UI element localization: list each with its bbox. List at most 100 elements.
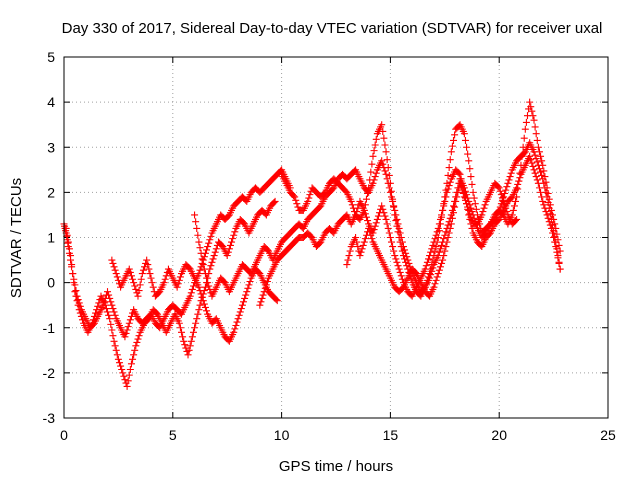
data-point [102, 305, 110, 313]
data-point [127, 360, 135, 368]
data-point [386, 179, 394, 187]
y-tick-label: -1 [43, 320, 56, 336]
data-point [175, 276, 183, 284]
data-point [393, 222, 401, 230]
data-point [203, 307, 211, 315]
data-point [461, 136, 469, 144]
data-point [196, 301, 204, 309]
data-point [438, 241, 446, 249]
data-point [106, 294, 114, 302]
data-point [549, 211, 557, 219]
data-point [440, 252, 448, 260]
data-point [533, 176, 541, 184]
data-point [537, 152, 545, 160]
data-point [450, 202, 458, 210]
data-point [88, 319, 96, 327]
y-tick-label: 2 [47, 184, 55, 200]
data-point [207, 232, 215, 240]
data-point [445, 164, 453, 172]
data-point [371, 173, 379, 181]
data-point [120, 372, 128, 380]
data-point [89, 316, 97, 324]
data-point [498, 194, 506, 202]
data-point [521, 125, 529, 133]
data-point [117, 362, 125, 370]
data-point [353, 238, 361, 246]
data-point [110, 263, 118, 271]
data-point [272, 296, 280, 304]
data-point [500, 197, 508, 205]
data-point [231, 325, 239, 333]
data-point [194, 310, 202, 318]
data-point [551, 220, 559, 228]
data-point [347, 197, 355, 205]
data-point [372, 135, 380, 143]
data-point [203, 274, 211, 282]
data-point [368, 160, 376, 168]
data-point [438, 213, 446, 221]
data-point [373, 215, 381, 223]
data-point [110, 308, 118, 316]
data-point [502, 186, 510, 194]
data-point [291, 193, 299, 201]
data-point [233, 318, 241, 326]
data-point [463, 143, 471, 151]
data-point [196, 244, 204, 252]
data-point [104, 308, 112, 316]
data-point [433, 273, 441, 281]
data-point [344, 256, 352, 264]
data-point [533, 136, 541, 144]
data-point [545, 218, 553, 226]
data-point [435, 227, 443, 235]
chart-title: Day 330 of 2017, Sidereal Day-to-day VTE… [62, 20, 603, 37]
data-point [517, 161, 525, 169]
data-point [195, 283, 203, 291]
data-point [361, 235, 369, 243]
data-point [205, 282, 213, 290]
data-point [502, 204, 510, 212]
data-point [256, 301, 264, 309]
data-point [201, 303, 209, 311]
data-point [526, 98, 534, 106]
data-point [552, 224, 560, 232]
data-point [471, 200, 479, 208]
data-point [293, 200, 301, 208]
data-point [106, 315, 114, 323]
x-tick-label: 15 [383, 427, 399, 443]
data-point [352, 234, 360, 241]
data-point [356, 252, 364, 260]
data-point [196, 287, 204, 295]
data-point [509, 206, 517, 214]
data-point [306, 191, 314, 199]
data-point [223, 252, 231, 260]
data-point [230, 231, 238, 239]
data-point [457, 175, 465, 183]
data-point [439, 206, 447, 214]
data-point [195, 306, 203, 314]
data-point [137, 275, 145, 283]
data-point [432, 276, 440, 284]
data-point [456, 170, 464, 178]
data-point [260, 288, 268, 296]
data-point [442, 186, 450, 194]
data-point [443, 238, 451, 246]
data-point [63, 231, 71, 239]
data-point [381, 212, 389, 220]
data-point [513, 193, 521, 201]
data-point [391, 211, 399, 219]
data-point [450, 136, 458, 144]
data-point [552, 243, 560, 251]
data-point [546, 201, 554, 209]
data-point [193, 224, 201, 232]
data-point [144, 261, 152, 269]
data-point [393, 215, 401, 223]
data-point [191, 324, 199, 332]
data-point [510, 202, 518, 210]
data-point [514, 185, 522, 193]
data-point [176, 273, 184, 281]
data-point [70, 279, 78, 287]
data-point [531, 151, 539, 159]
data-point [503, 183, 511, 191]
data-point [180, 337, 188, 345]
data-point [550, 234, 558, 241]
